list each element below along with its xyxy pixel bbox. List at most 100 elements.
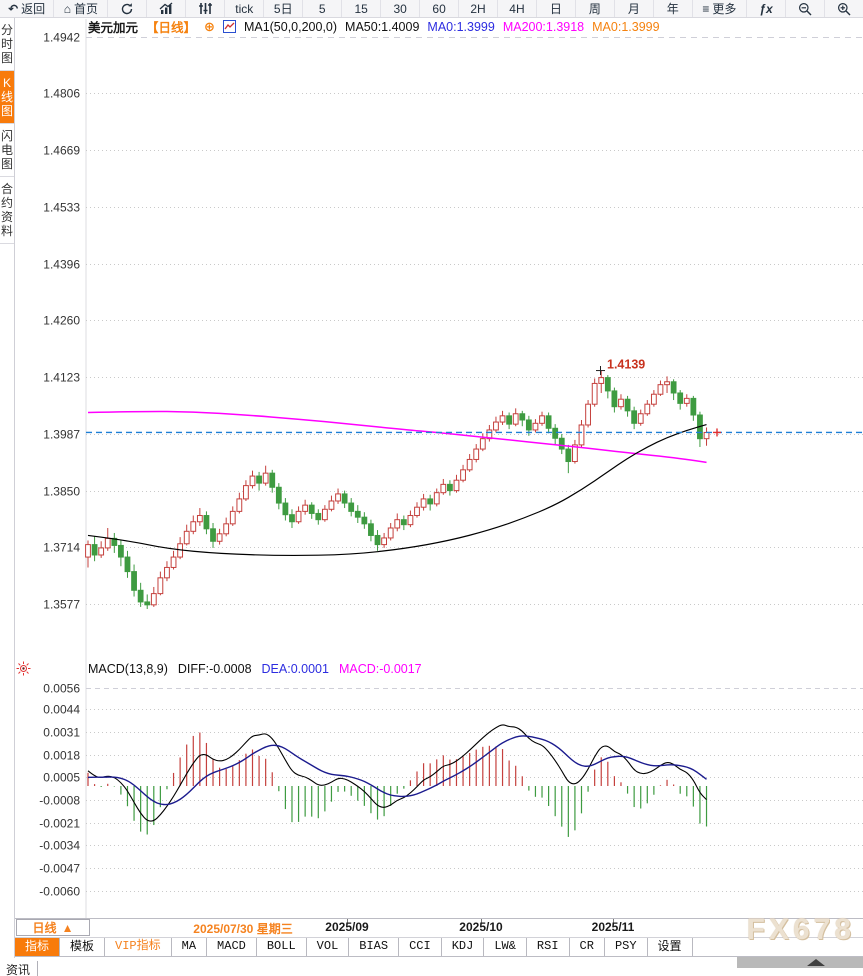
macd-dea-line [87, 735, 707, 806]
tab-设置[interactable]: 设置 [648, 938, 693, 956]
sidebar-item-active-K线图[interactable]: K线图 [0, 71, 14, 124]
tab-VOL[interactable]: VOL [307, 938, 350, 956]
tab-VIP指标[interactable]: VIP指标 [105, 938, 172, 956]
y-axis-tick-label: 1.4669 [43, 144, 80, 158]
tab-LW&[interactable]: LW& [484, 938, 527, 956]
high-price-annotation: 1.4139 [607, 358, 645, 372]
toolbar-month-button[interactable]: 月 [615, 0, 654, 17]
indicator-settings-icon[interactable] [16, 661, 31, 681]
high-annotation: 1.4139 [596, 358, 645, 376]
y-axis-tick-label: 1.4942 [43, 31, 80, 45]
toolbar-60-button[interactable]: 60 [420, 0, 460, 17]
sidebar-item-闪电图[interactable]: 闪电图 [0, 124, 14, 177]
tab-BIAS[interactable]: BIAS [349, 938, 400, 956]
macd-axis-tick-label: 0.0031 [43, 726, 80, 740]
more-icon: ≡ [702, 1, 710, 16]
tab-news[interactable]: 资讯 [0, 961, 38, 976]
price-gridlines: 1.4942 1.4806 1.4669 1.4533 1.4396 1.4260 1.41… [43, 31, 863, 612]
tab-MACD[interactable]: MACD [207, 938, 257, 956]
macd-hist-value: MACD:-0.0017 [338, 661, 422, 676]
macd-header: MACD(13,8,9) DIFF:-0.0008 DEA:0.0001 MAC… [88, 661, 422, 676]
toolbar-60-label: 60 [432, 1, 446, 16]
tab-RSI[interactable]: RSI [527, 938, 570, 956]
symbol-name: 美元加元 [88, 21, 139, 35]
tab-KDJ[interactable]: KDJ [442, 938, 485, 956]
toolbar-week-label: 周 [588, 2, 601, 16]
toolbar-tick-button[interactable]: tick [225, 0, 265, 17]
toolbar-15-button[interactable]: 15 [342, 0, 382, 17]
candlestick-series [85, 370, 710, 609]
toolbar-week-button[interactable]: 周 [576, 0, 615, 17]
x-axis-label: 2025/10 [459, 920, 503, 934]
refresh-icon [120, 2, 134, 16]
tab-模板[interactable]: 模板 [60, 938, 106, 956]
y-axis-tick-label: 1.3577 [43, 598, 80, 612]
axis-divider [0, 918, 863, 919]
panel-expand-handle[interactable] [737, 957, 863, 968]
y-axis-tick-label: 1.4396 [43, 258, 80, 272]
tab-MA[interactable]: MA [172, 938, 208, 956]
toolbar-fx-button[interactable]: ƒx [747, 0, 786, 17]
y-axis-tick-label: 1.3714 [43, 541, 80, 555]
sidebar-item-合约资料[interactable]: 合约资料 [0, 177, 14, 244]
tab-BOLL[interactable]: BOLL [257, 938, 307, 956]
macd-axis-tick-label: 0.0005 [43, 771, 80, 785]
period-selector-label: 日线 [32, 921, 57, 935]
zoom-in-icon [837, 2, 851, 16]
ma-settings: MA1(50,0,200,0) [243, 19, 338, 34]
toolbar-zoom-in-button[interactable] [825, 0, 863, 17]
main-chart-header: 美元加元 【日线】 ⊕ MA1(50,0,200,0) MA50:1.4009 … [88, 18, 660, 36]
macd-dea-value: DEA:0.0001 [261, 661, 329, 676]
toolbar-more-label: 更多 [712, 2, 737, 16]
triangle-up-icon [807, 959, 825, 966]
toolbar-day-button[interactable]: 日 [537, 0, 576, 17]
sidebar-item-分时图[interactable]: 分时图 [0, 18, 14, 71]
period-selector[interactable]: 日线 ▲ [16, 919, 90, 936]
tab-指标[interactable]: 指标 [15, 938, 61, 956]
ma0-orange-value: MA0:1.3999 [592, 19, 660, 34]
trend-chart-icon [159, 2, 174, 15]
toolbar-home-button[interactable]: ⌂ 首页 [54, 0, 109, 17]
ma50-value: MA50:1.4009 [345, 19, 420, 34]
toolbar-15-label: 15 [354, 1, 368, 16]
y-axis-tick-label: 1.3850 [43, 485, 80, 499]
toolbar-30-label: 30 [393, 1, 407, 16]
watermark: FX678 [746, 913, 855, 946]
mini-chart-icon [222, 20, 236, 33]
toolbar-4h-label: 4H [509, 1, 525, 16]
tab-CR[interactable]: CR [570, 938, 605, 956]
toolbar-zoom-out-button[interactable] [786, 0, 825, 17]
toolbar-30-button[interactable]: 30 [381, 0, 421, 17]
toolbar-year-button[interactable]: 年 [654, 0, 693, 17]
toolbar-kline-style-button[interactable] [186, 0, 226, 17]
toolbar-refresh-button[interactable] [108, 0, 148, 17]
tab-PSY[interactable]: PSY [605, 938, 648, 956]
macd-axis-tick-label: 0.0056 [43, 682, 80, 696]
x-axis-label: 2025/11 [591, 920, 635, 934]
toolbar-back-button[interactable]: ↶ 返回 [0, 0, 55, 17]
x-axis-label: 2025/07/30 星期三 [193, 922, 293, 936]
chart-type-sidebar: 分时图 K线图 闪电图 合约资料 [0, 18, 15, 958]
tab-CCI[interactable]: CCI [399, 938, 442, 956]
toolbar-5d-button[interactable]: 5日 [264, 0, 304, 17]
ma0-blue-value: MA0:1.3999 [427, 19, 495, 34]
macd-diff-line [87, 724, 707, 822]
toolbar-tick-label: tick [235, 1, 254, 16]
back-icon: ↶ [8, 1, 19, 16]
macd-axis-tick-label: 0.0044 [43, 703, 80, 717]
toolbar-back-label: 返回 [21, 2, 46, 16]
period-label: 【日线】 [146, 21, 197, 35]
add-indicator-icon[interactable]: ⊕ [204, 18, 215, 34]
toolbar-2h-button[interactable]: 2H [459, 0, 498, 17]
macd-axis-tick-label: -0.0047 [39, 862, 80, 876]
current-price-marker [713, 428, 721, 437]
macd-axis-tick-label: -0.0060 [39, 885, 80, 899]
toolbar-day-label: 日 [549, 2, 562, 16]
toolbar-more-button[interactable]: ≡ 更多 [693, 0, 747, 17]
top-toolbar: ↶ 返回 ⌂ 首页 tick 5日 5 15 30 60 2H 4H 日周月年 ≡ 更多 ƒx [0, 0, 863, 18]
toolbar-5-button[interactable]: 5 [303, 0, 343, 17]
toolbar-4h-button[interactable]: 4H [498, 0, 537, 17]
toolbar-trend-chart-button[interactable] [147, 0, 187, 17]
